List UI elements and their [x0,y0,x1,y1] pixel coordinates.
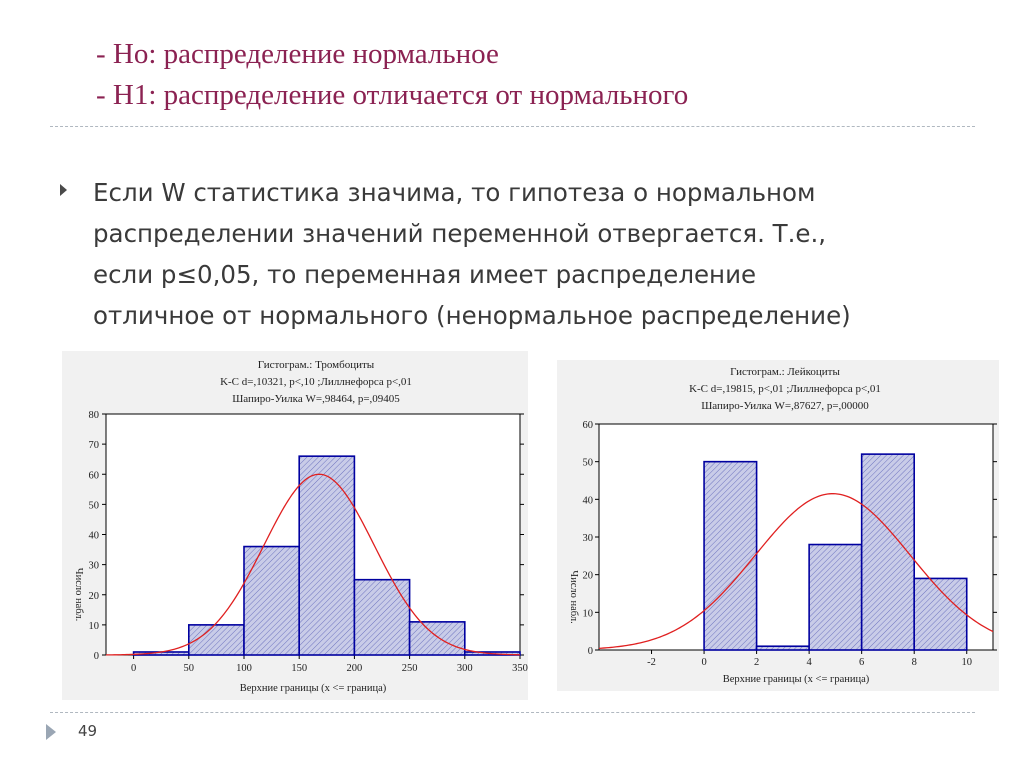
chart-title-line: Шапиро-Уилка W=,98464, p=,09405 [232,393,400,405]
bullet-line: если р≤0,05, то переменная имеет распред… [93,260,757,289]
chart-title-line: K-C d=,19815, p<,01 ;Лиллнефорса p<,01 [689,383,881,395]
y-tick-label: 70 [89,440,100,451]
y-tick-label: 40 [89,531,100,542]
page-arrow-icon [46,724,56,740]
x-tick-label: 4 [807,657,813,668]
hypothesis-h1: - Н1: распределение отличается от нормал… [96,79,689,111]
chart-title-line: Гистограм.: Тромбоциты [258,359,375,371]
x-tick-label: 0 [131,663,136,674]
x-tick-label: 6 [859,657,864,668]
x-tick-label: 2 [754,657,759,668]
y-tick-label: 20 [583,571,594,582]
histogram-leukocytes-svg: Гистограм.: Лейкоциты K-C d=,19815, p<,01… [568,366,997,685]
y-tick-label: 40 [583,495,594,506]
histogram-leukocytes: Гистограм.: Лейкоциты K-C d=,19815, p<,01… [557,360,999,691]
histogram-bar [913,577,968,651]
histogram-bar [243,545,301,656]
y-axis-label: Число набл. [568,570,579,623]
y-tick-label: 20 [89,591,100,602]
y-tick-label: 0 [588,646,593,657]
y-tick-label: 30 [89,561,100,572]
y-tick-label: 10 [583,608,594,619]
y-tick-label: 0 [94,651,99,662]
x-tick-label: 200 [347,663,363,674]
x-tick-label: 50 [184,663,195,674]
bullet-line: Если W статистика значима, то гипотеза о… [93,178,816,207]
bullet-text: Если W статистика значима, то гипотеза о… [93,172,973,336]
x-tick-label: -2 [647,657,656,668]
bullet-arrow-icon [60,184,67,196]
y-tick-label: 10 [89,621,100,632]
x-tick-label: 250 [402,663,418,674]
y-tick-label: 50 [89,500,100,511]
chart-title-line: Шапиро-Уилка W=,87627, p=,00000 [701,400,869,412]
y-tick-label: 30 [583,533,594,544]
x-tick-label: 10 [961,657,972,668]
y-tick-label: 80 [89,410,100,421]
histogram-bar [703,460,758,651]
y-tick-label: 60 [89,470,100,481]
bullet-line: отличное от нормального (ненормальное ра… [93,301,851,330]
top-divider [50,126,975,127]
bullet-line: распределении значений переменной отверг… [93,219,827,248]
histogram-platelets: Гистограм.: Тромбоциты K-C d=,10321, p<,1… [62,351,528,700]
chart-title-line: Гистограм.: Лейкоциты [730,366,840,378]
y-tick-label: 60 [583,420,594,431]
x-tick-label: 350 [512,663,528,674]
chart-title-line: K-C d=,10321, p<,10 ;Лиллнефорса p<,01 [220,376,412,388]
histogram-bar [860,453,915,651]
histogram-platelets-svg: Гистограм.: Тромбоциты K-C d=,10321, p<,1… [73,359,528,694]
normal-curve [598,493,994,649]
histogram-bar [755,645,810,651]
y-axis-label: Число набл. [73,568,84,621]
y-tick-label: 50 [583,458,594,469]
histogram-bar [808,543,863,651]
histogram-bar [408,621,466,656]
x-tick-label: 300 [457,663,473,674]
bottom-divider [50,712,975,713]
histogram-bar [298,455,356,656]
page-number: 49 [78,722,98,740]
hypothesis-h0: - Но: распределение нормальное [96,38,499,70]
histogram-bar [353,578,411,656]
x-axis-label: Верхние границы (x <= граница) [240,683,387,694]
x-tick-label: 0 [701,657,706,668]
normal-curve [105,473,521,656]
x-tick-label: 8 [912,657,917,668]
x-tick-label: 150 [291,663,307,674]
x-axis-label: Верхние границы (x <= граница) [723,674,870,685]
x-tick-label: 100 [236,663,252,674]
